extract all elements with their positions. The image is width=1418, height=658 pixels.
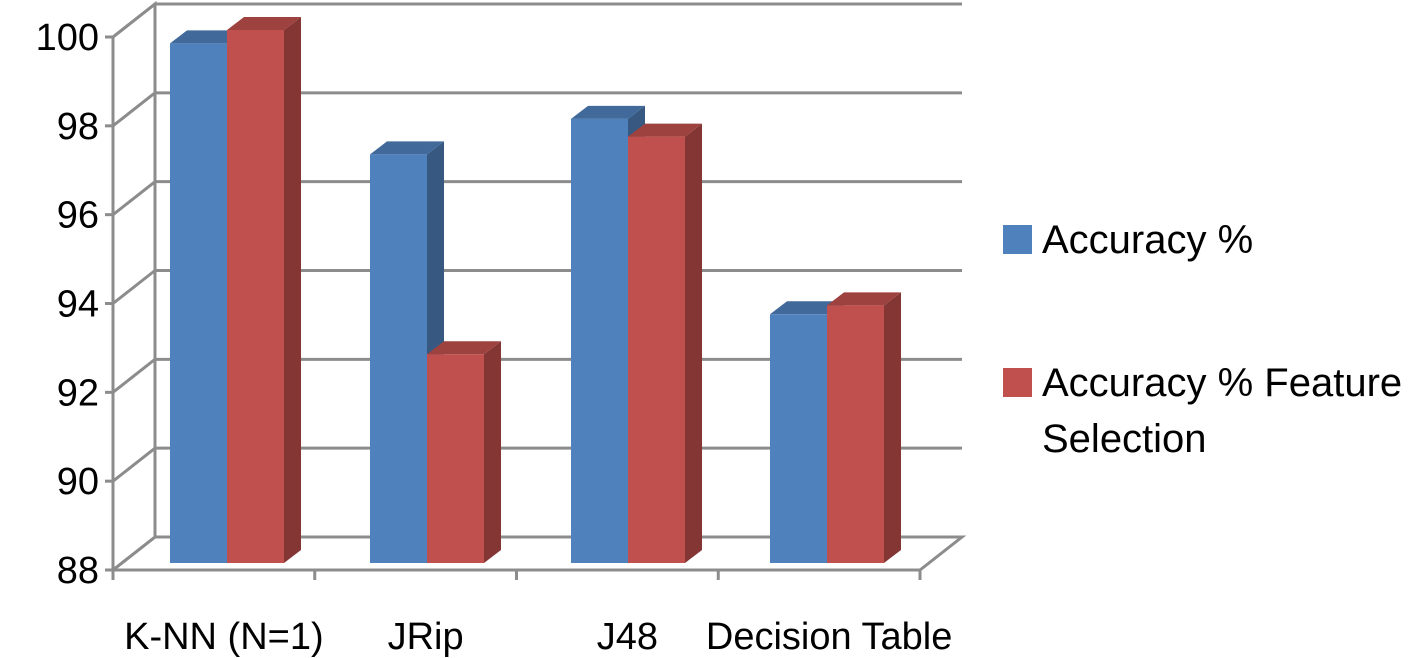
bar-top: [571, 105, 645, 119]
bar-front: [370, 154, 427, 563]
bar-top: [170, 30, 244, 44]
x-tick-label: J48: [597, 616, 658, 658]
bar-front: [827, 305, 884, 563]
y-tick-label: 88: [57, 550, 99, 592]
bar-side: [284, 17, 301, 563]
legend-item-accuracy-feature-selection: Accuracy % Feature Selection: [1003, 361, 1402, 461]
bar: [628, 123, 702, 563]
bar: [827, 292, 901, 563]
bar-front: [427, 354, 484, 563]
gridline-side: [112, 446, 156, 483]
gridline-side: [112, 180, 156, 216]
gridline-side: [112, 358, 156, 394]
bar-front: [770, 314, 827, 563]
x-tick-label: JRip: [388, 616, 464, 658]
bar-top: [370, 141, 444, 155]
gridline-side: [112, 91, 156, 128]
gridline-side: [112, 535, 156, 572]
bar-top: [427, 341, 501, 355]
legend-swatch-accuracy: [1003, 225, 1032, 254]
y-tick-label: 90: [57, 461, 99, 503]
x-tick-label: K-NN (N=1): [124, 616, 324, 658]
bar-side: [685, 123, 702, 563]
bar-top: [227, 17, 301, 30]
y-tick-label: 98: [57, 106, 99, 148]
x-tick-label: Decision Table: [706, 616, 952, 658]
legend-item-accuracy: Accuracy %: [1003, 218, 1253, 262]
y-tick-label: 94: [57, 284, 99, 326]
bar-side: [884, 292, 901, 563]
bar-front: [227, 30, 284, 563]
gridline-side: [112, 2, 156, 39]
legend: Accuracy % Accuracy % Feature Selection: [1003, 218, 1402, 461]
y-axis: 88 90 92 94 96 98 100: [36, 17, 115, 592]
legend-label-accuracy: Accuracy %: [1042, 218, 1253, 262]
bar-top: [770, 301, 844, 315]
y-tick-label: 96: [57, 195, 99, 237]
legend-swatch-accuracy-feature-selection: [1003, 368, 1032, 397]
bar-top: [827, 292, 901, 306]
bar: [227, 17, 301, 563]
bar-front: [170, 43, 227, 563]
y-tick-label: 100: [36, 17, 99, 59]
bars: [170, 17, 901, 563]
y-tick-label: 92: [57, 372, 99, 414]
bar-front: [571, 118, 628, 563]
bar-side: [484, 341, 501, 563]
legend-label-accuracy-feature-selection: Accuracy % Feature Selection: [1042, 361, 1402, 461]
gridline-side: [112, 269, 156, 305]
bar-front: [628, 136, 685, 563]
bar-top: [628, 123, 702, 137]
x-axis: K-NN (N=1) JRip J48 Decision Table: [111, 570, 952, 658]
bar: [427, 341, 501, 563]
